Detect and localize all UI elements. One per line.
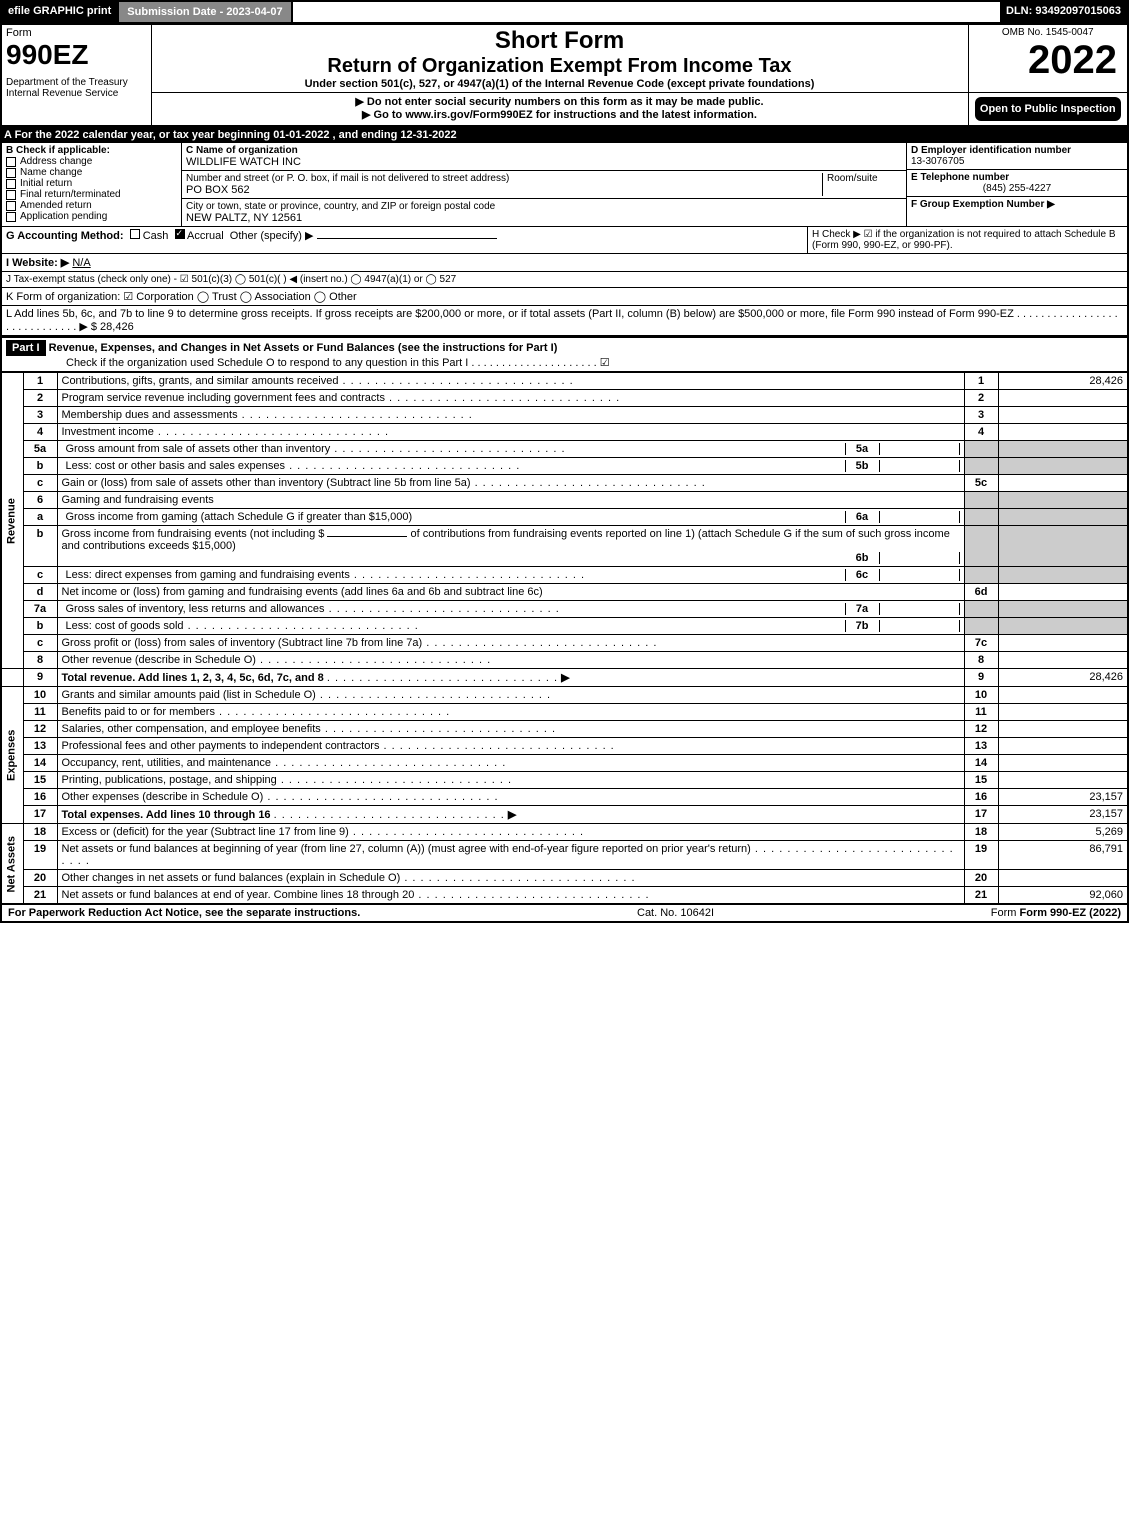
- part-i-header: Part I Revenue, Expenses, and Changes in…: [0, 336, 1129, 372]
- under-section: Under section 501(c), 527, or 4947(a)(1)…: [156, 78, 964, 90]
- fundraising-amount-input[interactable]: [327, 536, 407, 537]
- ein-value: 13-3076705: [911, 156, 1123, 167]
- part-i-checkbox[interactable]: ☑: [600, 357, 610, 369]
- efile-label[interactable]: efile GRAPHIC print: [2, 2, 119, 22]
- dept-treasury: Department of the Treasury Internal Reve…: [6, 77, 147, 99]
- line-19-value: 86,791: [998, 841, 1128, 870]
- line-18-value: 5,269: [998, 824, 1128, 841]
- part-i-label: Part I: [6, 340, 46, 356]
- chk-initial-return[interactable]: Initial return: [6, 178, 177, 189]
- room-suite-label: Room/suite: [822, 173, 902, 196]
- other-method-input[interactable]: [317, 238, 497, 239]
- short-form-title: Short Form: [156, 27, 964, 55]
- gross-receipts-value: 28,426: [100, 321, 134, 333]
- chk-application-pending[interactable]: Application pending: [6, 211, 177, 222]
- top-bar: efile GRAPHIC print Submission Date - 20…: [0, 0, 1129, 24]
- omb-number: OMB No. 1545-0047: [973, 27, 1124, 38]
- revenue-section-label: Revenue: [1, 373, 23, 669]
- section-e-phone-label: E Telephone number: [911, 172, 1123, 183]
- form-number: 990EZ: [6, 39, 147, 71]
- spacer: [293, 2, 1000, 22]
- page-footer: For Paperwork Reduction Act Notice, see …: [0, 905, 1129, 923]
- section-f-group-exempt: F Group Exemption Number ▶: [911, 199, 1123, 210]
- section-j-tax-exempt: J Tax-exempt status (check only one) - ☑…: [0, 272, 1129, 288]
- line-16-value: 23,157: [998, 789, 1128, 806]
- org-city: NEW PALTZ, NY 12561: [186, 212, 902, 224]
- return-title: Return of Organization Exempt From Incom…: [156, 55, 964, 78]
- section-a-calendar-year: A For the 2022 calendar year, or tax yea…: [0, 127, 1129, 143]
- org-address: PO BOX 562: [186, 184, 822, 196]
- line-2-desc: Program service revenue including govern…: [57, 390, 964, 407]
- tax-year: 2022: [973, 38, 1124, 83]
- chk-final-return[interactable]: Final return/terminated: [6, 189, 177, 200]
- section-l: L Add lines 5b, 6c, and 7b to line 9 to …: [0, 306, 1129, 336]
- section-b-title: B Check if applicable:: [6, 145, 177, 156]
- goto-link[interactable]: ▶ Go to www.irs.gov/Form990EZ for instru…: [156, 108, 964, 121]
- footer-right: Form Form 990-EZ (2022): [991, 907, 1121, 919]
- footer-left: For Paperwork Reduction Act Notice, see …: [8, 907, 360, 919]
- part-i-checkline: Check if the organization used Schedule …: [66, 357, 597, 369]
- form-label: Form: [6, 27, 147, 39]
- sections-gh: G Accounting Method: Cash Accrual Other …: [0, 227, 1129, 254]
- city-label: City or town, state or province, country…: [186, 201, 902, 212]
- expenses-section-label: Expenses: [1, 687, 23, 824]
- open-to-public: Open to Public Inspection: [975, 97, 1122, 121]
- line-4-desc: Investment income: [57, 424, 964, 441]
- sections-bcd: B Check if applicable: Address change Na…: [0, 143, 1129, 227]
- org-name: WILDLIFE WATCH INC: [186, 156, 902, 168]
- line-1-value: 28,426: [998, 373, 1128, 390]
- section-i: I Website: ▶ N/A: [0, 254, 1129, 272]
- section-g-label: G Accounting Method:: [6, 230, 124, 242]
- chk-accrual[interactable]: [175, 229, 185, 239]
- section-d-ein-label: D Employer identification number: [911, 145, 1123, 156]
- line-21-value: 92,060: [998, 887, 1128, 905]
- dln-label: DLN: 93492097015063: [1000, 2, 1127, 22]
- section-k-form-org: K Form of organization: ☑ Corporation ◯ …: [0, 288, 1129, 306]
- form-header: Form 990EZ Department of the Treasury In…: [0, 24, 1129, 127]
- chk-amended-return[interactable]: Amended return: [6, 200, 177, 211]
- netassets-section-label: Net Assets: [1, 824, 23, 905]
- line-3-desc: Membership dues and assessments: [57, 407, 964, 424]
- section-h: H Check ▶ ☑ if the organization is not r…: [807, 227, 1127, 253]
- footer-mid: Cat. No. 10642I: [637, 907, 714, 919]
- line-9-value: 28,426: [998, 669, 1128, 687]
- submission-date: Submission Date - 2023-04-07: [119, 2, 292, 22]
- line-1-desc: Contributions, gifts, grants, and simila…: [57, 373, 964, 390]
- line-17-value: 23,157: [998, 806, 1128, 824]
- chk-address-change[interactable]: Address change: [6, 156, 177, 167]
- addr-label: Number and street (or P. O. box, if mail…: [186, 173, 822, 184]
- phone-value: (845) 255-4227: [911, 183, 1123, 194]
- website-value[interactable]: N/A: [72, 257, 90, 269]
- part-i-title: Revenue, Expenses, and Changes in Net As…: [49, 342, 558, 354]
- part-i-lines-table: Revenue 1 Contributions, gifts, grants, …: [0, 372, 1129, 905]
- chk-cash[interactable]: [130, 229, 140, 239]
- chk-name-change[interactable]: Name change: [6, 167, 177, 178]
- section-c-name-label: C Name of organization: [186, 145, 902, 156]
- no-ssn-notice: ▶ Do not enter social security numbers o…: [156, 95, 964, 108]
